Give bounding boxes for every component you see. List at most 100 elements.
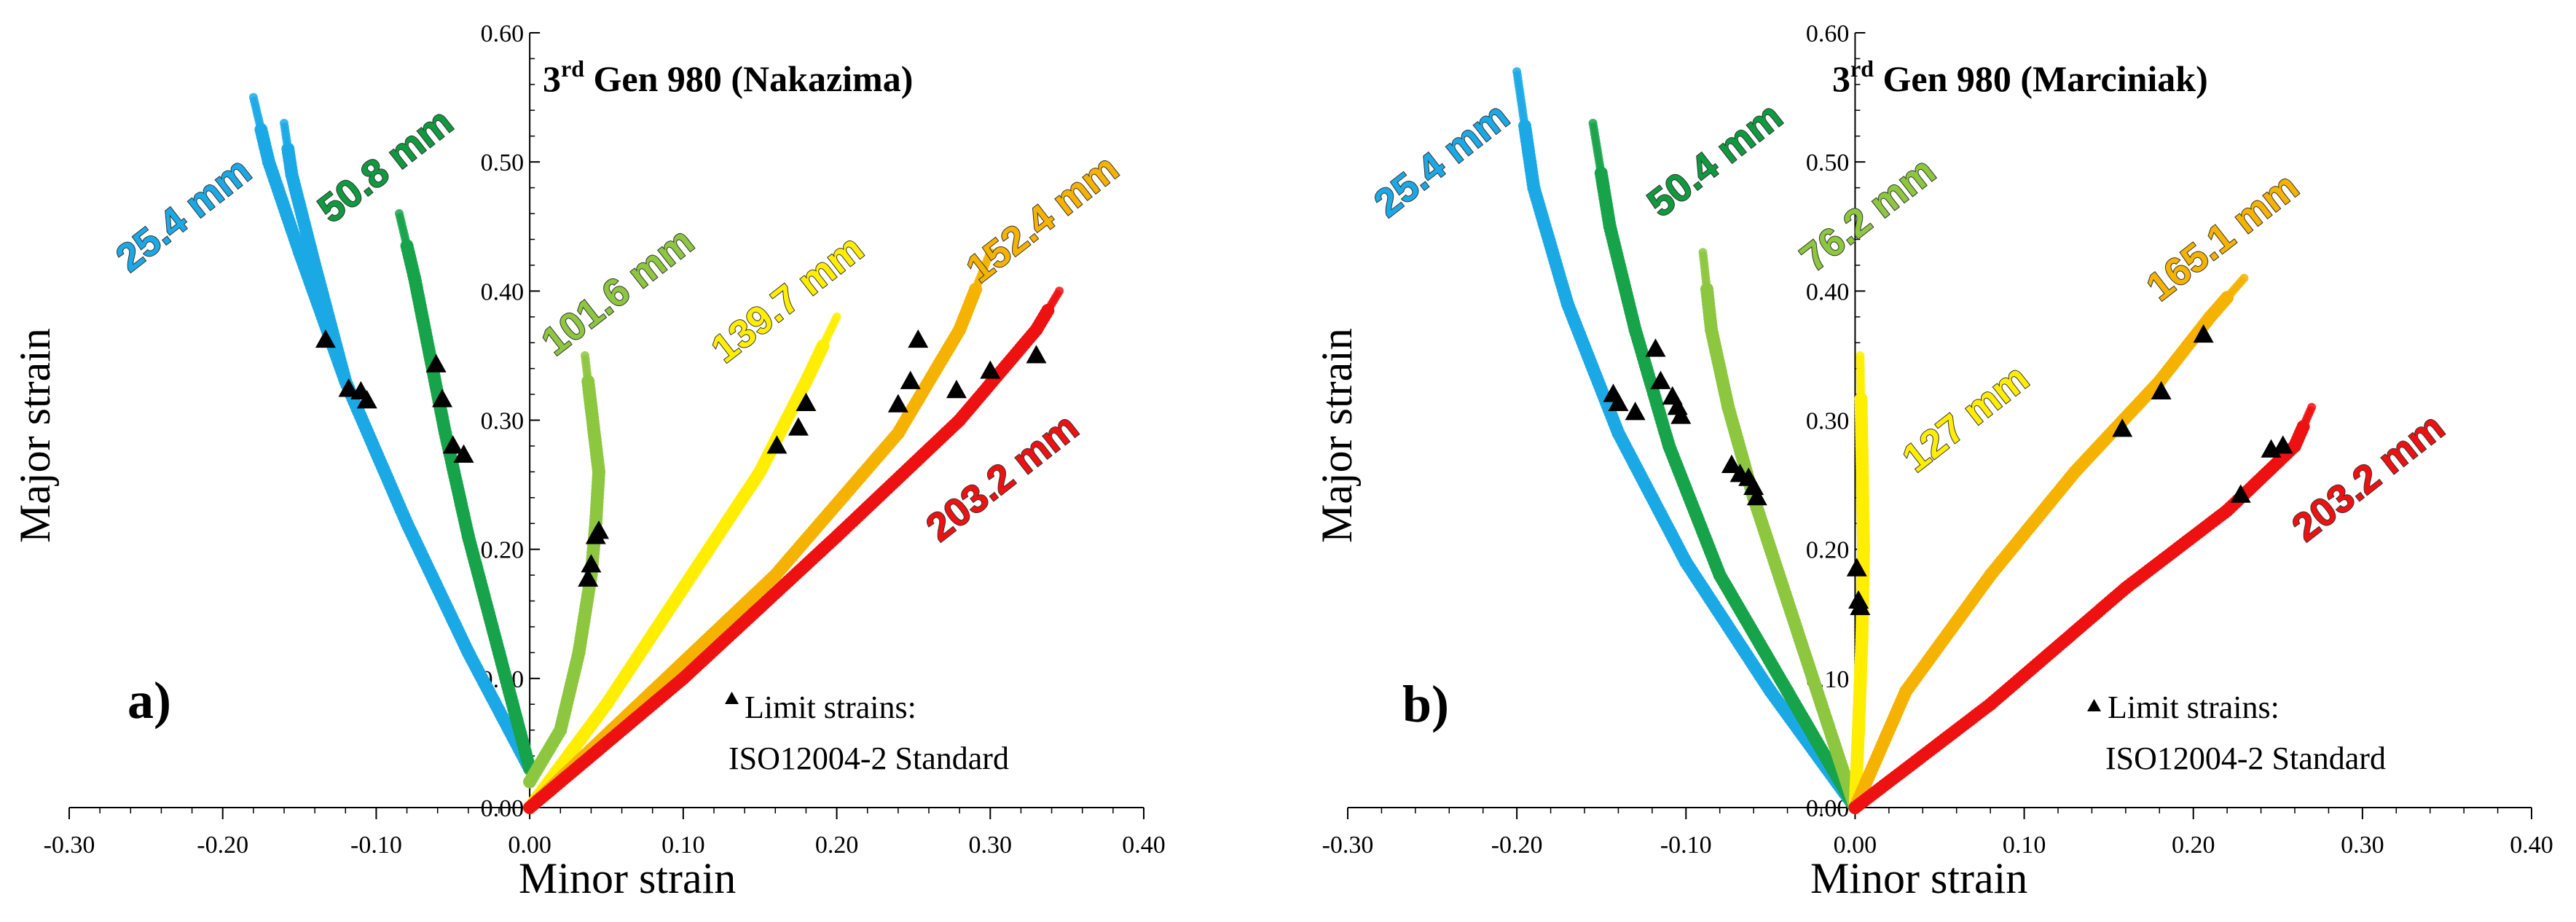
panel-a-limit-strain-marker bbox=[442, 435, 463, 454]
panel-a-limit-strain-marker bbox=[766, 435, 788, 454]
panel-a-x-tick-label: 0.40 bbox=[1122, 832, 1166, 859]
panel-a-limit-strain-marker bbox=[356, 390, 377, 409]
panel-b-title-prefix: 3 bbox=[1832, 58, 1850, 99]
panel-a-series-6 bbox=[523, 286, 1064, 814]
panel-a-label: a) bbox=[127, 671, 171, 730]
panel-a-limit-strains bbox=[315, 329, 1047, 587]
panel-a-limit-strain-marker bbox=[796, 392, 817, 411]
panel-a-series-label-139-7: 139.7 mm bbox=[703, 227, 871, 372]
panel-b-x-tick-label: -0.30 bbox=[1322, 832, 1374, 859]
panel-a-x-tick-label: -0.20 bbox=[197, 832, 248, 859]
panel-b-x-tick-label: -0.20 bbox=[1491, 832, 1543, 859]
panel-b-legend-line2: ISO12004-2 Standard bbox=[2105, 741, 2386, 776]
panel-a-limit-strain-marker bbox=[908, 329, 929, 348]
panel-b-series-3 bbox=[1848, 351, 1870, 814]
panel-a-limit-strain-marker bbox=[788, 417, 809, 436]
panel-a-title-superscript: rd bbox=[561, 55, 584, 82]
panel-b-limit-strain-marker bbox=[1850, 596, 1871, 615]
panel-a-limit-strain-marker bbox=[338, 378, 359, 397]
panel-a-limit-strain-marker bbox=[581, 554, 602, 573]
panel-b-x-tick-label: 0.10 bbox=[2003, 832, 2046, 859]
panel-a-limit-strain-marker bbox=[980, 360, 1001, 379]
panel-a-x-tick-label: 0.10 bbox=[661, 832, 705, 859]
panel-a-limit-strain-marker bbox=[887, 394, 908, 413]
panel-a-limit-strain-marker bbox=[315, 329, 336, 348]
panel-a-series-point bbox=[581, 351, 589, 360]
panel-a-legend-line2: ISO12004-2 Standard bbox=[729, 741, 1009, 776]
panel-a-title: 3rd Gen 980 (Nakazima) bbox=[543, 55, 913, 99]
panel-b-x-tick-label: 0.00 bbox=[1834, 832, 1877, 859]
panel-a-y-tick-label: 0.60 bbox=[481, 20, 525, 47]
panel-b-series-point bbox=[2307, 402, 2317, 412]
panel-a-series-label-50-8: 50.8 mm bbox=[310, 100, 460, 231]
panel-a-series-point bbox=[832, 312, 841, 321]
panel-a-limit-strain-marker bbox=[432, 388, 453, 407]
panel-b-x-tick-label: -0.10 bbox=[1660, 832, 1712, 859]
panel-a-y-tick-label: 0.40 bbox=[481, 278, 525, 305]
panel-a-series-labels: 25.4 mm 50.8 mm 101.6 mm 139.7 mm 152.4 … bbox=[107, 99, 1127, 550]
panel-b-limit-strain-marker bbox=[1670, 405, 1692, 424]
panel-b-title: 3rd Gen 980 (Marciniak) bbox=[1832, 55, 2208, 99]
panel-b-y-tick-label: 0.60 bbox=[1806, 20, 1850, 47]
panel-a-x-tick-label: 0.20 bbox=[815, 832, 859, 859]
panel-a-legend: Limit strains: ISO12004-2 Standard bbox=[725, 689, 1009, 776]
panel-a-plot-area: -0.30 -0.20 -0.10 0.00 0.10 0.20 0.30 0.40 0.00 0… bbox=[44, 20, 1166, 859]
panel-b-label: b) bbox=[1402, 675, 1449, 733]
panel-b-x-tick-label: 0.40 bbox=[2510, 832, 2553, 859]
panel-b-y-tick-label: 0.50 bbox=[1806, 149, 1850, 176]
panel-b-legend: Limit strains: ISO12004-2 Standard bbox=[2087, 689, 2386, 776]
panel-a-x-tick-label: -0.30 bbox=[44, 832, 95, 859]
panel-a-series-4 bbox=[523, 312, 841, 814]
panel-a-legend-triangle-icon bbox=[725, 692, 739, 704]
panel-a-series-label-25-4: 25.4 mm bbox=[108, 149, 259, 280]
panel-a-y-tick-label: 0.20 bbox=[481, 537, 525, 564]
panel-a-x-tick-label: 0.30 bbox=[969, 832, 1013, 859]
panel-b-limit-strain-marker bbox=[2151, 380, 2172, 400]
panel-b-title-suffix: Gen 980 (Marciniak) bbox=[1874, 58, 2208, 99]
panel-a-limit-strain-marker bbox=[578, 568, 599, 587]
panel-b-limit-strain-marker bbox=[1746, 487, 1767, 506]
panel-a-x-tick-label: 0.00 bbox=[508, 832, 551, 859]
panel-b-series-label-25-4: 25.4 mm bbox=[1366, 94, 1517, 225]
panel-b-series-point bbox=[1512, 67, 1522, 77]
panel-b-series-label-165-1: 165.1 mm bbox=[2138, 165, 2306, 310]
panel-b-limit-strain-marker bbox=[1625, 402, 1646, 421]
panel-a-series-label-101-6: 101.6 mm bbox=[533, 219, 702, 364]
panel-b-ylabel: Major strain bbox=[1313, 328, 1361, 543]
panel-b-y-tick-label: 0.40 bbox=[1806, 278, 1850, 305]
panel-b-plot-area: -0.30 -0.20 -0.10 0.00 0.10 0.20 0.30 0.400.000… bbox=[1322, 20, 2553, 859]
panel-a-limit-strain-marker bbox=[900, 370, 921, 389]
panel-a-series-label-152-4: 152.4 mm bbox=[958, 146, 1126, 292]
panel-b-series-point bbox=[1698, 248, 1708, 257]
panel-a-series-point bbox=[280, 119, 288, 128]
panel-a: -0.30 -0.20 -0.10 0.00 0.10 0.20 0.30 0.40 0.00 0… bbox=[11, 20, 1166, 902]
panel-b-limit-strain-marker bbox=[1846, 558, 1867, 577]
panel-a-series-point bbox=[1055, 286, 1064, 296]
panel-a-title-prefix: 3 bbox=[543, 58, 561, 99]
panel-b-limit-strain-marker bbox=[1608, 392, 1629, 411]
panel-a-series-point bbox=[395, 209, 404, 218]
panel-a-x-tick-label: -0.10 bbox=[350, 832, 402, 859]
panel-b-series-point bbox=[2239, 273, 2249, 283]
panel-b-limit-strain-marker bbox=[2112, 418, 2133, 437]
panel-b-limit-strain-marker bbox=[2230, 484, 2251, 503]
panel-b-x-tick-label: 0.30 bbox=[2341, 832, 2384, 859]
panel-b-legend-triangle-icon bbox=[2087, 699, 2101, 711]
panel-a-series-point bbox=[248, 93, 258, 102]
panel-a-xlabel: Minor strain bbox=[519, 854, 736, 902]
panel-b-series-1 bbox=[1588, 119, 1862, 814]
panel-b-limit-strain-marker bbox=[1645, 338, 1666, 357]
panel-b: -0.30 -0.20 -0.10 0.00 0.10 0.20 0.30 0.400.000… bbox=[1313, 20, 2553, 902]
panel-a-limit-strain-marker bbox=[1026, 345, 1047, 364]
panel-a-limit-strain-marker bbox=[588, 520, 609, 539]
panel-a-y-tick-label: 0.30 bbox=[481, 408, 525, 435]
panel-b-limit-strain-marker bbox=[2272, 435, 2293, 454]
panel-b-series-point bbox=[1588, 119, 1598, 128]
panel-a-ylabel: Major strain bbox=[11, 328, 59, 543]
panel-b-limit-strain-marker bbox=[1650, 370, 1671, 389]
panel-b-series-label-127: 127 mm bbox=[1894, 356, 2036, 480]
panel-a-y-tick-label: 0.50 bbox=[481, 149, 525, 176]
panel-b-title-superscript: rd bbox=[1850, 55, 1874, 82]
panel-a-limit-strain-marker bbox=[425, 353, 447, 372]
